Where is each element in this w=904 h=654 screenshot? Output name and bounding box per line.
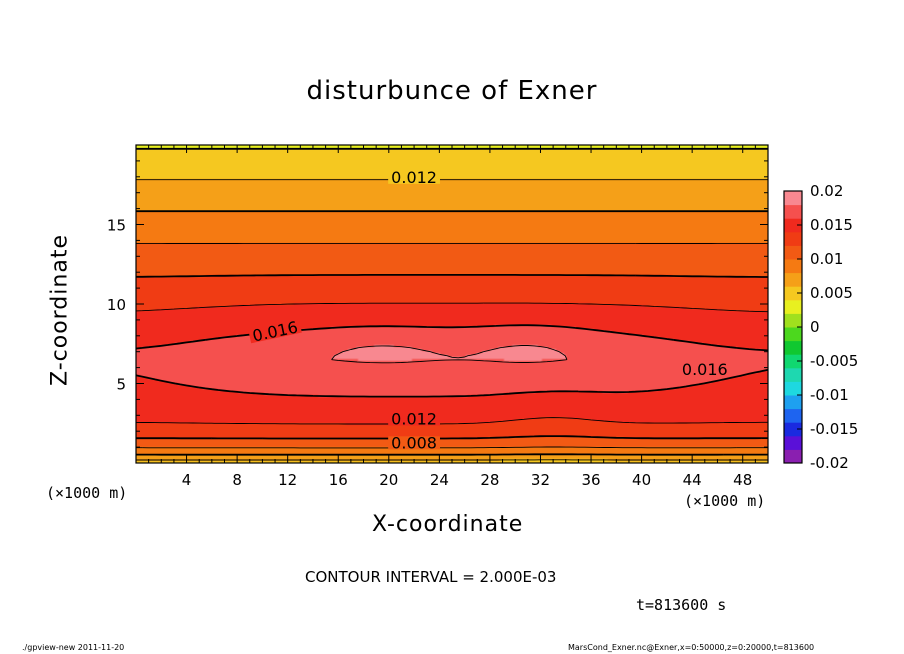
colorbar-segment	[784, 367, 802, 382]
colorbar-segment	[784, 272, 802, 287]
colorbar-segment	[784, 408, 802, 423]
x-tick-label: 8	[232, 471, 242, 489]
contour-lines	[136, 147, 768, 461]
colorbar-segment	[784, 327, 802, 342]
colorbar-tick-label: 0.005	[810, 284, 853, 302]
x-tick-label: 32	[531, 471, 550, 489]
colorbar-segment	[784, 435, 802, 450]
x-tick-label: 48	[733, 471, 752, 489]
colorbar-segment	[784, 299, 802, 314]
colorbar-tick-label: -0.005	[810, 352, 858, 370]
x-tick-label: 28	[480, 471, 499, 489]
contour-line	[136, 179, 768, 461]
colorbar-tick-label: 0	[810, 318, 820, 336]
colorbar-segment	[784, 231, 802, 246]
x-tick-label: 44	[683, 471, 702, 489]
contour-label: 0.016	[682, 360, 728, 379]
contour-line	[136, 302, 768, 425]
colorbar-segment	[784, 422, 802, 437]
contour-label-bg	[388, 170, 440, 184]
colorbar-segment	[784, 259, 802, 274]
y-tick-label: 10	[107, 296, 126, 314]
contour-fill	[136, 145, 768, 463]
footer-right-info: MarsCond_Exner.nc@Exner,x=0:50000,z=0:20…	[568, 643, 815, 652]
colorbar-segment	[784, 245, 802, 260]
contour-label: 0.008	[391, 433, 437, 452]
x-tick-label: 16	[329, 471, 348, 489]
x-tick-label: 40	[632, 471, 651, 489]
x-tick-label: 24	[430, 471, 449, 489]
contour-label-bg	[678, 363, 731, 377]
colorbar-tick-label: -0.02	[810, 454, 849, 472]
colorbar-segment	[784, 381, 802, 396]
colorbar-tick-label: -0.015	[810, 420, 858, 438]
colorbar-segment	[784, 204, 802, 219]
colorbar-segment	[784, 449, 802, 464]
y-tick-label: 15	[107, 217, 126, 235]
contour-interval-note: CONTOUR INTERVAL = 2.000E-03	[305, 568, 557, 586]
contour-label-bg	[248, 319, 302, 344]
colorbar-segment	[784, 313, 802, 328]
colorbar-segment	[784, 286, 802, 301]
y-axis-label: Z-coordinate	[47, 234, 73, 386]
contour-label: 0.012	[391, 409, 437, 428]
contour-line	[136, 324, 768, 398]
x-tick-label: 36	[581, 471, 600, 489]
colorbar-segment	[784, 191, 802, 206]
x-tick-label: 20	[379, 471, 398, 489]
time-label: t=813600 s	[636, 596, 727, 614]
chart-title: disturbunce of Exner	[306, 76, 598, 106]
y-tick-label: 5	[116, 376, 126, 394]
contour-label-bg	[388, 436, 440, 450]
x-tick-label: 12	[278, 471, 297, 489]
contour-line	[136, 210, 768, 456]
colorbar-segment	[784, 395, 802, 410]
colorbar-tick-label: 0.01	[810, 250, 843, 268]
colorbar-tick-label: 0.015	[810, 216, 853, 234]
colorbar-segment	[784, 340, 802, 355]
contour-label-bg	[388, 412, 440, 426]
contour-label: 0.012	[391, 168, 437, 187]
contour-line	[331, 345, 568, 364]
footer-left-info: ./gpview-new 2011-11-20	[22, 643, 125, 652]
x-unit-label-left: (×1000 m)	[46, 484, 128, 502]
colorbar-tick-label: 0.02	[810, 182, 843, 200]
x-tick-label: 4	[182, 471, 192, 489]
colorbar-segment	[784, 354, 802, 369]
colorbar-segment	[784, 218, 802, 233]
colorbar-tick-label: -0.01	[810, 386, 849, 404]
colorbar: 0.02 0.015 0.01 0.005 0 -0.005 -0.01 -0.015 -0.0…	[783, 182, 858, 472]
x-axis-label: X-coordinate	[372, 512, 524, 537]
x-unit-label-right: (×1000 m)	[684, 492, 766, 510]
